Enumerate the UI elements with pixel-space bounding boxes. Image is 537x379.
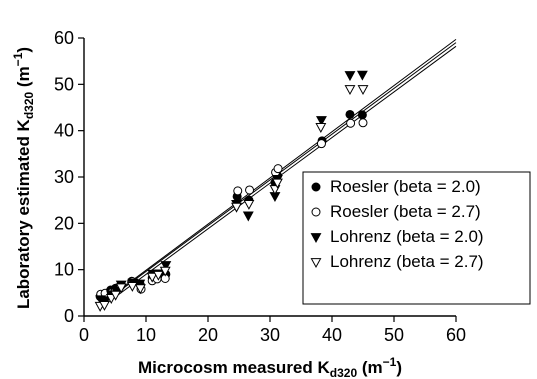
y-tick-label: 60 [54, 28, 74, 48]
data-point-series-2 [358, 118, 368, 128]
legend-label-2: Roesler (beta = 2.7) [330, 202, 481, 221]
y-tick-label: 10 [54, 260, 74, 280]
axes [78, 37, 457, 322]
y-axis-title-main: Laboratory estimated K [14, 118, 33, 309]
x-tick-label: 50 [384, 325, 404, 345]
data-point-series-4 [99, 300, 110, 311]
x-axis-title-main: Microcosm measured K [138, 358, 331, 377]
data-point-series-4 [152, 270, 164, 281]
x-axis-title-end: ) [396, 358, 402, 377]
x-tick-label: 30 [260, 325, 280, 345]
data-point-series-2 [346, 118, 356, 128]
x-tick-label: 10 [136, 325, 156, 345]
data-point-series-1 [345, 109, 355, 119]
data-point-series-3 [356, 70, 368, 81]
legend-marker-4 [310, 258, 322, 269]
data-point-series-2 [273, 164, 283, 174]
legend-marker-3 [310, 233, 322, 244]
data-point-series-3 [316, 116, 327, 127]
y-axis-title-sup: −1 [11, 52, 25, 66]
y-tick-label: 0 [64, 306, 74, 326]
y-tick-label: 40 [54, 121, 74, 141]
x-tick-label: 20 [198, 325, 218, 345]
data-point-series-4 [146, 272, 158, 283]
y-axis-title-unit: (m [14, 66, 33, 92]
data-point-series-4 [243, 199, 255, 210]
legend-marker-2 [311, 207, 321, 217]
tick-labels: 0 10 20 30 40 50 60 0 10 20 30 40 50 60 [54, 28, 466, 345]
data-point-series-3 [160, 261, 172, 272]
y-axis-title: Laboratory estimated Kd320 (m−1) [11, 47, 36, 309]
data-point-series-4 [344, 85, 356, 96]
x-axis-title-sub: d320 [330, 366, 358, 379]
data-point-series-4 [159, 266, 171, 277]
legend-label-3: Lohrenz (beta = 2.0) [330, 227, 484, 246]
x-axis-title-unit: (m [357, 358, 383, 377]
legend-box [302, 171, 531, 305]
data-point-series-2 [233, 186, 243, 196]
data-point-series-3 [242, 211, 254, 222]
y-tick-label: 30 [54, 167, 74, 187]
data-point-series-4 [231, 202, 242, 213]
legend-marker-1 [311, 182, 321, 192]
y-tick-label: 20 [54, 213, 74, 233]
x-tick-label: 0 [79, 325, 89, 345]
data-point-series-4 [134, 284, 146, 295]
data-point-series-4 [115, 283, 127, 294]
data-point-series-4 [357, 85, 369, 96]
data-point-series-2 [316, 139, 326, 149]
legend-label-4: Lohrenz (beta = 2.7) [330, 252, 484, 271]
data-points [94, 70, 369, 312]
data-point-series-4 [110, 290, 122, 301]
y-tick-label: 50 [54, 74, 74, 94]
data-point-series-4 [126, 281, 138, 292]
data-point-series-3 [344, 71, 356, 82]
data-point-series-4 [271, 178, 283, 189]
legend: Roesler (beta = 2.0) Roesler (beta = 2.7)… [302, 171, 531, 305]
x-tick-label: 40 [322, 325, 342, 345]
x-axis-title-sup: −1 [383, 355, 397, 369]
y-axis-title-end: ) [14, 47, 33, 53]
y-axis-title-sub: d320 [22, 91, 36, 119]
data-point-series-1 [357, 110, 367, 120]
x-tick-label: 60 [446, 325, 466, 345]
data-point-series-2 [245, 185, 255, 195]
legend-label-1: Roesler (beta = 2.0) [330, 177, 481, 196]
data-point-series-4 [315, 123, 327, 134]
x-axis-title: Microcosm measured Kd320 (m−1) [138, 355, 402, 379]
